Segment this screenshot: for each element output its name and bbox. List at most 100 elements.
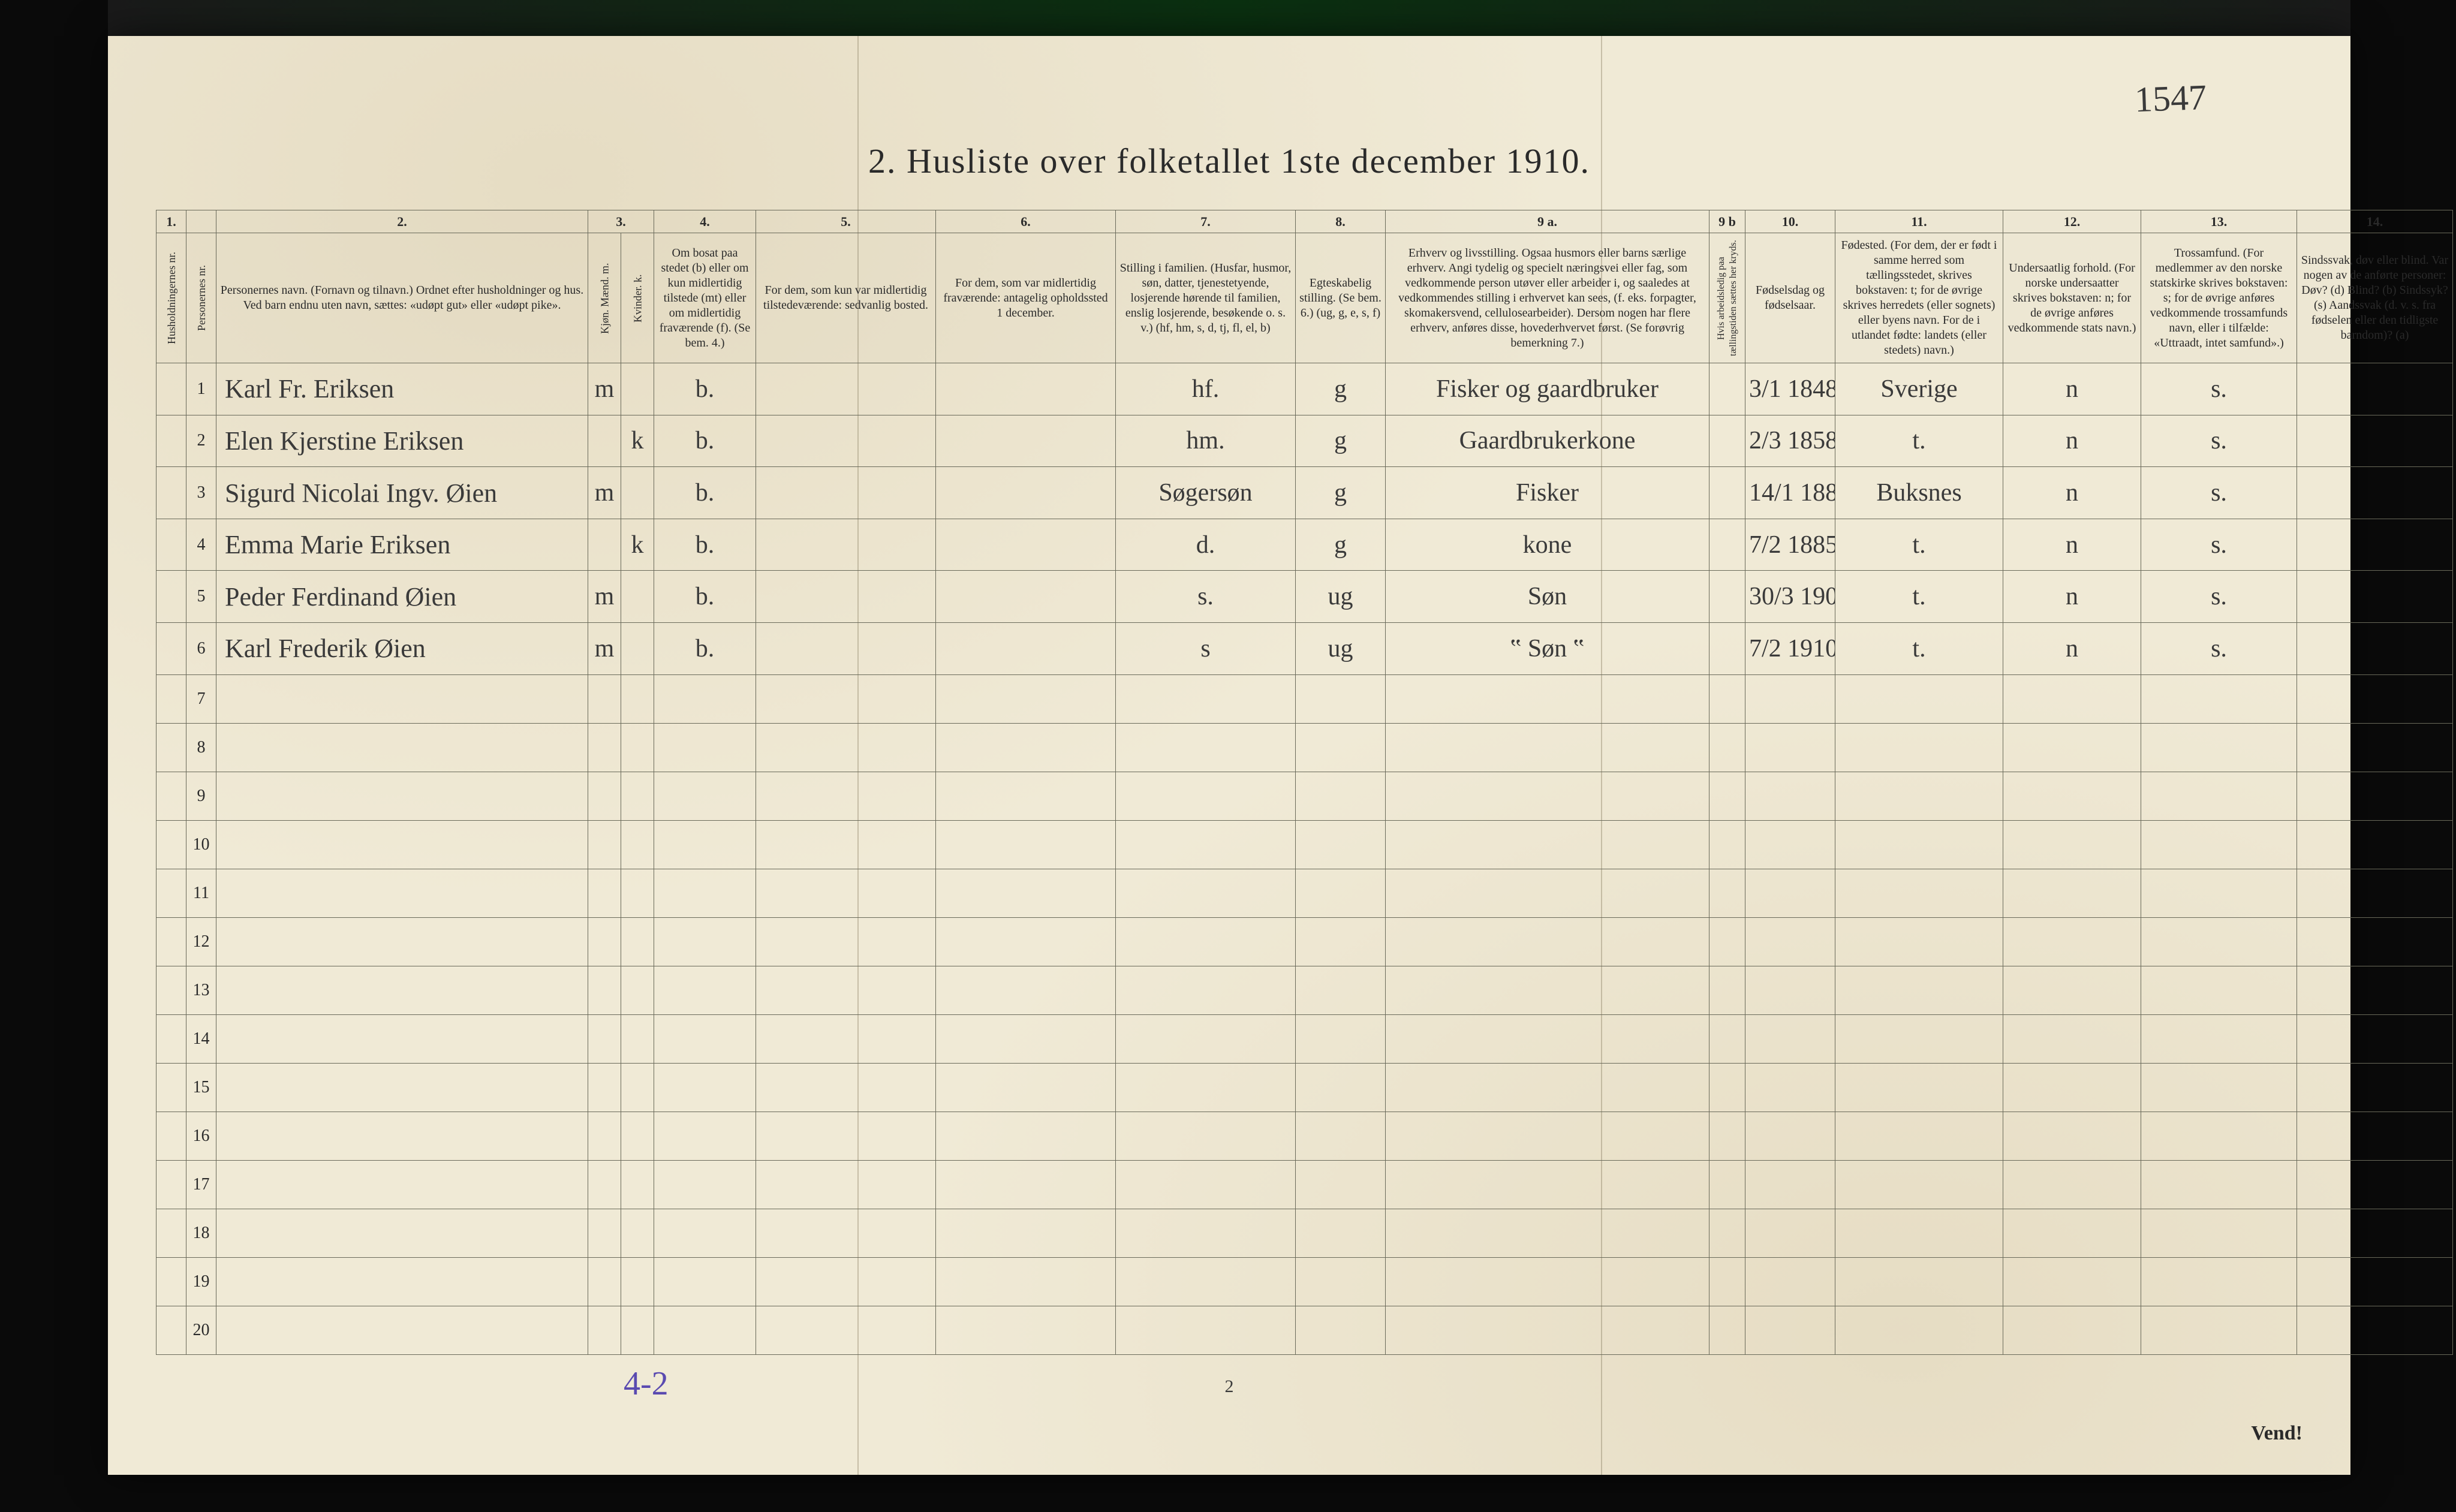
col-header: Egteskabelig stilling. (Se bem. 6.) (ug,…	[1296, 233, 1386, 363]
cell	[1296, 1257, 1386, 1306]
col-num: 12.	[2003, 210, 2141, 233]
cell	[156, 674, 186, 723]
table-row: 16	[156, 1112, 2453, 1160]
cell	[1835, 966, 2003, 1014]
cell	[156, 1306, 186, 1354]
cell	[936, 623, 1116, 675]
cell	[936, 415, 1116, 467]
cell	[2297, 966, 2453, 1014]
cell	[1745, 869, 1835, 917]
table-row: 1Karl Fr. Eriksenmb.hf.gFisker og gaardb…	[156, 363, 2453, 415]
cell	[936, 1063, 1116, 1112]
cell	[2297, 623, 2453, 675]
cell	[2003, 869, 2141, 917]
top-banner	[108, 0, 2350, 36]
cell	[654, 1209, 756, 1257]
cell	[1296, 1160, 1386, 1209]
cell	[1709, 1112, 1745, 1160]
cell: 20	[186, 1306, 216, 1354]
cell	[1116, 869, 1296, 917]
cell	[216, 674, 588, 723]
cell	[2003, 1063, 2141, 1112]
table-body: 1Karl Fr. Eriksenmb.hf.gFisker og gaardb…	[156, 363, 2453, 1355]
cell	[936, 820, 1116, 869]
cell	[216, 1014, 588, 1063]
cell	[936, 363, 1116, 415]
cell: b.	[654, 571, 756, 623]
cell: 6	[186, 623, 216, 675]
cell	[216, 1112, 588, 1160]
cell	[1745, 1209, 1835, 1257]
cell	[1296, 869, 1386, 917]
table-row: 19	[156, 1257, 2453, 1306]
col-header: Om bosat paa stedet (b) eller om kun mid…	[654, 233, 756, 363]
col-num: 9 b	[1709, 210, 1745, 233]
table-row: 7	[156, 674, 2453, 723]
cell	[2141, 1014, 2297, 1063]
cell	[756, 820, 936, 869]
cell	[2297, 363, 2453, 415]
cell	[1386, 1257, 1709, 1306]
cell	[1709, 674, 1745, 723]
cell	[1835, 1112, 2003, 1160]
col-header: Kjøn. Mænd. m.	[588, 233, 621, 363]
col-num: 14.	[2297, 210, 2453, 233]
cell	[1745, 772, 1835, 820]
cell: kone	[1386, 519, 1709, 571]
cell: s.	[1116, 571, 1296, 623]
cell: Emma Marie Eriksen	[216, 519, 588, 571]
cell	[2141, 1257, 2297, 1306]
cell	[1296, 1063, 1386, 1112]
cell	[588, 415, 621, 467]
cell	[156, 623, 186, 675]
cell	[1386, 1209, 1709, 1257]
table-row: 13	[156, 966, 2453, 1014]
col-header: Personernes navn. (Fornavn og tilnavn.) …	[216, 233, 588, 363]
cell	[1835, 1306, 2003, 1354]
col-num: 2.	[216, 210, 588, 233]
cell	[936, 917, 1116, 966]
cell	[1296, 723, 1386, 772]
col-num: 8.	[1296, 210, 1386, 233]
cell	[2141, 1112, 2297, 1160]
cell	[588, 966, 621, 1014]
table-row: 9	[156, 772, 2453, 820]
cell: Sigurd Nicolai Ingv. Øien	[216, 467, 588, 519]
cell	[2141, 869, 2297, 917]
cell	[654, 723, 756, 772]
cell: 18	[186, 1209, 216, 1257]
cell: Sverige	[1835, 363, 2003, 415]
cell	[1709, 1063, 1745, 1112]
cell	[1745, 1160, 1835, 1209]
cell	[1835, 869, 2003, 917]
cell	[936, 1306, 1116, 1354]
cell	[2297, 1257, 2453, 1306]
cell	[1116, 1257, 1296, 1306]
cell	[1709, 1209, 1745, 1257]
cell	[756, 363, 936, 415]
cell: n	[2003, 571, 2141, 623]
cell	[621, 1160, 654, 1209]
cell	[156, 869, 186, 917]
cell: 10	[186, 820, 216, 869]
cell	[621, 966, 654, 1014]
cell	[756, 623, 936, 675]
cell	[2003, 917, 2141, 966]
document-page: 1547 2. Husliste over folketallet 1ste d…	[108, 36, 2350, 1475]
cell	[936, 723, 1116, 772]
cell: b.	[654, 415, 756, 467]
cell	[2141, 1160, 2297, 1209]
cell	[621, 820, 654, 869]
cell: 14	[186, 1014, 216, 1063]
cell	[2297, 674, 2453, 723]
cell	[216, 1160, 588, 1209]
cell: k	[621, 519, 654, 571]
cell	[156, 1160, 186, 1209]
cell	[216, 1209, 588, 1257]
cell	[756, 723, 936, 772]
cell	[936, 519, 1116, 571]
cell	[2003, 772, 2141, 820]
cell	[654, 917, 756, 966]
cell	[621, 1306, 654, 1354]
cell	[2297, 519, 2453, 571]
